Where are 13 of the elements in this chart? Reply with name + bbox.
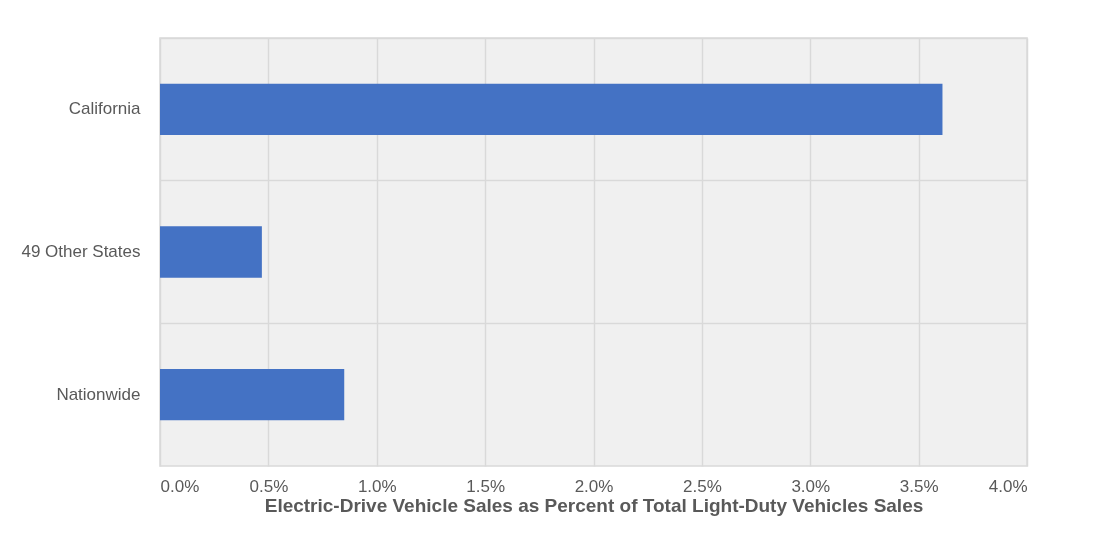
y-tick-label: Nationwide bbox=[56, 384, 141, 404]
y-tick-label: 49 Other States bbox=[21, 242, 141, 261]
x-tick-label: 4.0% bbox=[988, 476, 1028, 496]
x-tick-label: 0.0% bbox=[160, 476, 200, 496]
x-tick-label: 1.0% bbox=[357, 476, 397, 496]
x-tick-label: 3.5% bbox=[899, 476, 939, 496]
x-tick-label: 0.5% bbox=[249, 476, 289, 496]
x-tick-label: 2.0% bbox=[574, 476, 614, 496]
x-tick-label: 2.5% bbox=[683, 476, 722, 496]
x-tick-label: 3.0% bbox=[791, 476, 831, 496]
y-tick-label: California bbox=[68, 99, 142, 119]
x-axis-title: Electric-Drive Vehicle Sales as Percent of Total Light-Duty Vehicles Sales bbox=[264, 494, 924, 516]
x-tick-label: 1.5% bbox=[466, 476, 505, 496]
